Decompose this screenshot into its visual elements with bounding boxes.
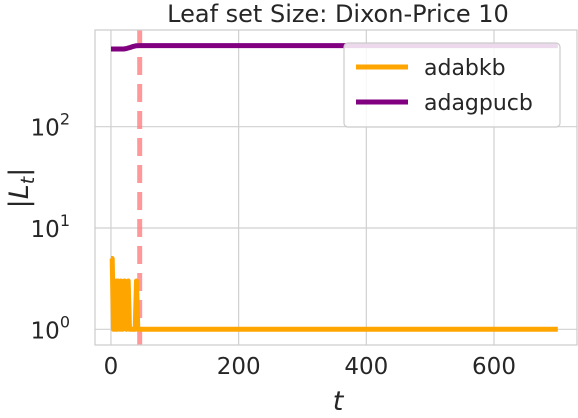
x-tick-label: 200 bbox=[217, 354, 261, 380]
x-tick-labels: 0 200 400 600 bbox=[104, 354, 516, 380]
x-tick-label: 0 bbox=[104, 354, 119, 380]
legend-label-adagpucb: adagpucb bbox=[424, 91, 533, 116]
legend: adabkb adagpucb bbox=[343, 42, 561, 128]
x-tick-label: 400 bbox=[344, 354, 388, 380]
y-tick-labels: 100 101 102 bbox=[31, 110, 70, 345]
x-axis-label: t bbox=[333, 386, 345, 417]
y-axis-label: |Lt| bbox=[4, 168, 39, 209]
series-line-adabkb bbox=[109, 256, 558, 332]
legend-label-adabkb: adabkb bbox=[424, 56, 506, 81]
y-tick-label: 102 bbox=[31, 110, 70, 142]
y-tick-label: 101 bbox=[31, 211, 70, 243]
y-tick-label: 100 bbox=[31, 312, 70, 344]
plot-frame bbox=[94, 29, 578, 346]
x-tick-label: 600 bbox=[472, 354, 516, 380]
chart-title: Leaf set Size: Dixon-Price 10 bbox=[167, 0, 509, 28]
legend-box bbox=[343, 42, 561, 128]
